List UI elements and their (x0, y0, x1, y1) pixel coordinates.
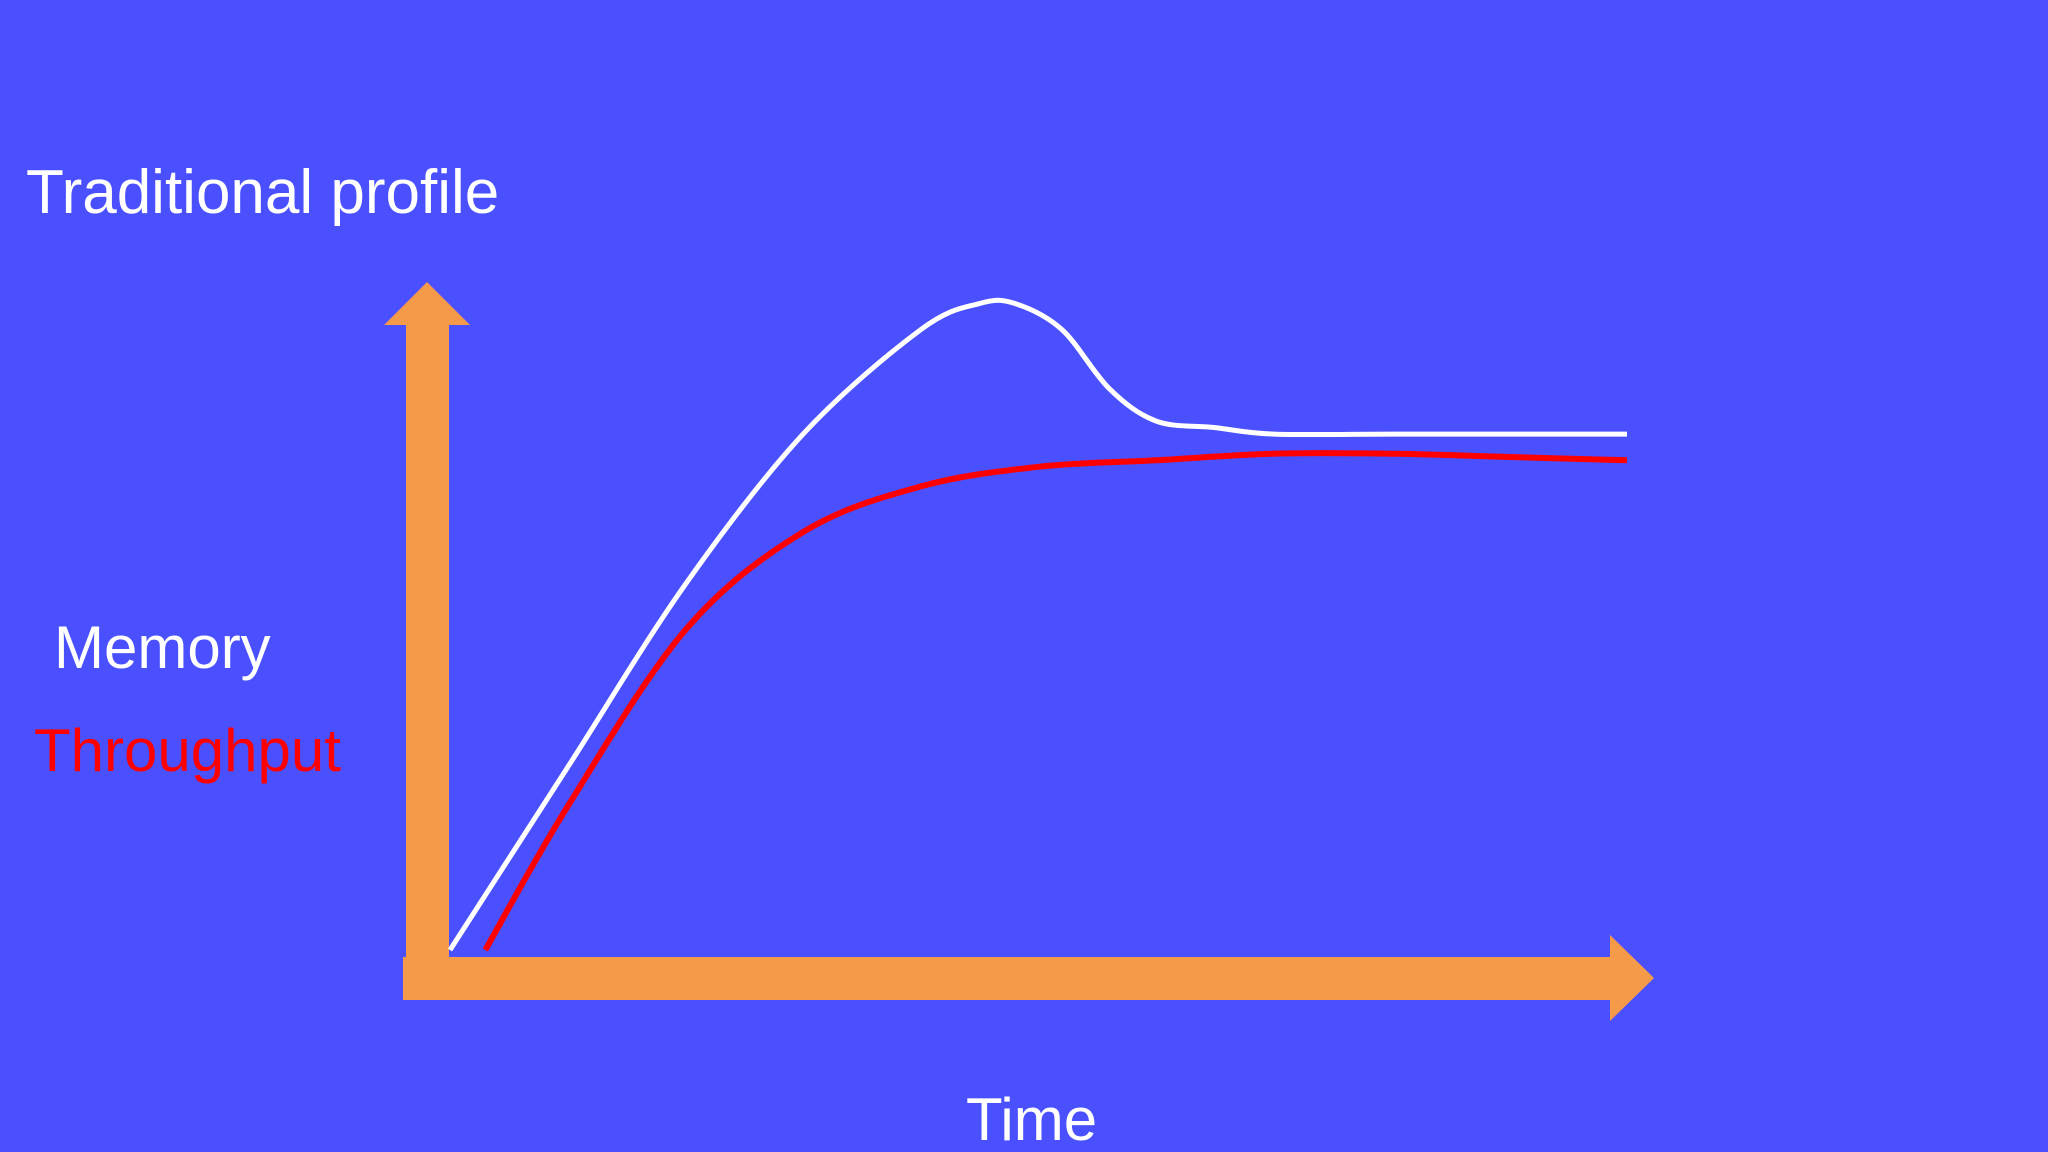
x-axis-arrow (403, 935, 1654, 1021)
chart-title: Traditional profile (26, 158, 500, 227)
axes (384, 282, 1654, 1021)
legend-entry-memory: Memory (54, 614, 271, 681)
legend-entry-throughput: Throughput (34, 717, 341, 784)
x-axis-label: Time (966, 1086, 1098, 1152)
series-line-memory (447, 297, 1627, 952)
series-line-throughput (482, 450, 1628, 952)
y-axis-arrow (384, 282, 470, 980)
series-layer (447, 297, 1628, 952)
